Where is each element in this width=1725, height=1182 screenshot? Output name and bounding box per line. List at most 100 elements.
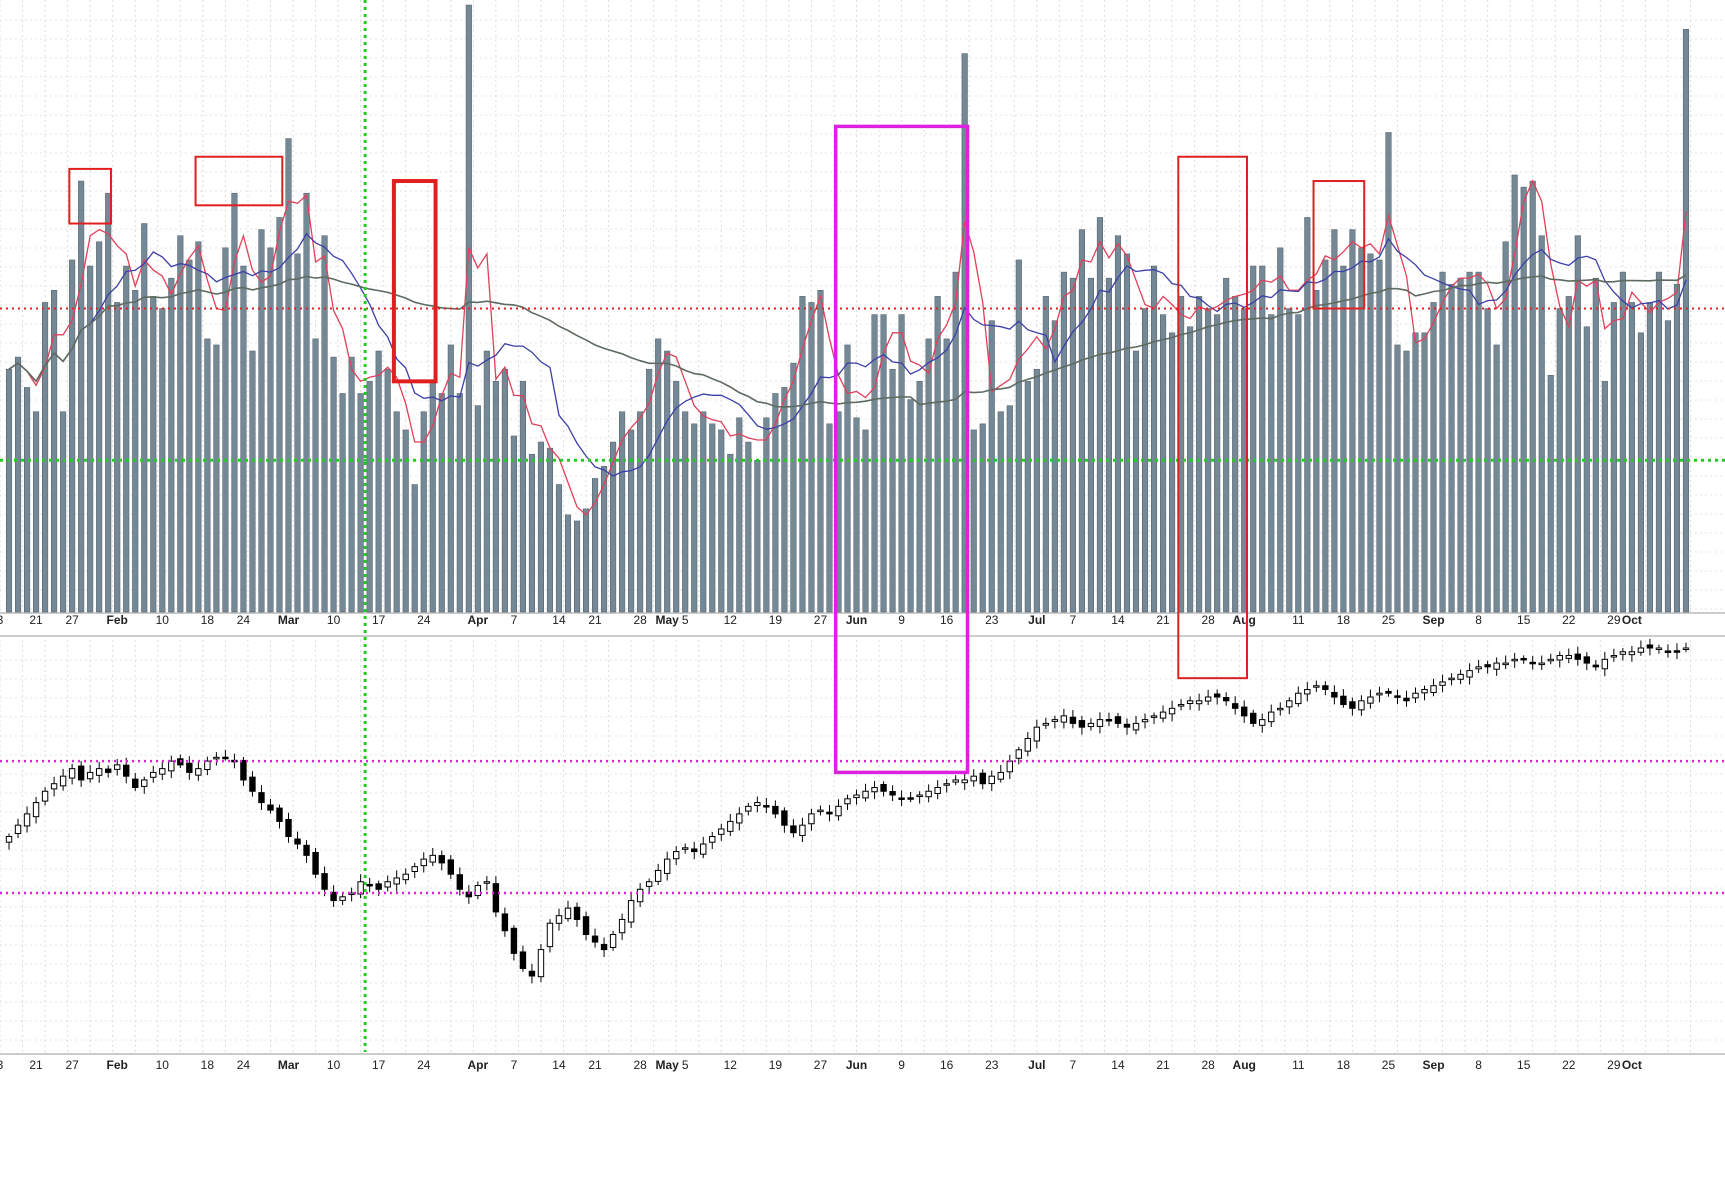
volume-tick-label: 22: [1562, 613, 1576, 627]
price-candle: [1421, 685, 1428, 701]
volume-bar: [1583, 326, 1590, 613]
price-candle: [943, 778, 950, 793]
price-candle: [1322, 681, 1329, 696]
price-candle: [1556, 651, 1563, 668]
volume-tick-label: 25: [1382, 613, 1396, 627]
volume-bar: [988, 320, 995, 613]
price-candle: [880, 781, 887, 797]
volume-long-ma-line: [8, 274, 1687, 408]
price-candle: [104, 765, 112, 778]
volume-bar: [799, 296, 806, 613]
price-candle: [420, 852, 427, 873]
volume-bar: [1096, 217, 1103, 613]
volume-bar: [1015, 259, 1022, 613]
price-candle: [1529, 655, 1536, 670]
price-candle: [1565, 648, 1572, 664]
volume-bar: [772, 393, 779, 613]
price-candle: [59, 768, 67, 791]
volume-bar: [592, 478, 599, 613]
price-tick-label: 12: [724, 1058, 738, 1072]
price-candle: [429, 847, 436, 867]
volume-bar: [1331, 229, 1338, 613]
volume-bar: [42, 302, 49, 613]
volume-bar: [637, 411, 644, 613]
volume-tick-label: Sep: [1423, 613, 1445, 627]
price-tick-label: 18: [1337, 1058, 1351, 1072]
volume-bar: [366, 381, 373, 613]
price-candle: [501, 907, 509, 937]
price-candle: [573, 902, 581, 927]
volume-short-ma-line: [8, 179, 1687, 516]
price-candle: [1186, 696, 1194, 710]
price-candle: [23, 806, 31, 833]
volume-bar: [1385, 132, 1392, 613]
volume-bar: [1304, 217, 1311, 613]
price-candle: [889, 785, 896, 802]
volume-bar: [889, 368, 896, 613]
price-tick-label: May: [656, 1058, 680, 1072]
volume-bar: [267, 247, 274, 613]
price-candle: [68, 763, 76, 785]
price-candle: [1051, 715, 1059, 729]
volume-bar: [1367, 253, 1374, 613]
volume-bar: [1628, 302, 1635, 613]
volume-bar: [1655, 271, 1662, 613]
volume-bar: [1547, 375, 1554, 613]
price-candle: [781, 807, 788, 833]
price-candle: [1457, 669, 1464, 685]
volume-bar: [916, 381, 923, 613]
price-candle: [853, 789, 860, 805]
price-candle: [1466, 663, 1473, 685]
volume-bar: [87, 265, 94, 613]
volume-bar: [1349, 229, 1356, 613]
price-candle: [1574, 646, 1581, 666]
volume-tick-label: 21: [29, 613, 43, 627]
volume-tick-label: 17: [372, 613, 386, 627]
price-candle: [1240, 700, 1248, 723]
price-candle: [835, 799, 842, 821]
price-tick-label: 15: [1517, 1058, 1531, 1072]
volume-bar: [862, 429, 869, 613]
volume-tick-label: 5: [682, 613, 689, 627]
price-candle: [727, 813, 734, 836]
volume-tick-label: 29: [1607, 613, 1621, 627]
volume-tick-label: 10: [156, 613, 170, 627]
price-candle: [1168, 700, 1176, 722]
volume-bar: [51, 290, 58, 613]
price-candle: [1304, 682, 1311, 702]
volume-bar: [393, 411, 400, 613]
price-candle: [1448, 673, 1455, 686]
price-candle: [114, 759, 121, 776]
price-candle: [925, 784, 932, 803]
volume-bar: [1520, 186, 1527, 613]
price-candle: [1340, 689, 1347, 708]
price-tick-label: 7: [1070, 1058, 1077, 1072]
volume-bar: [519, 381, 526, 613]
price-candle: [952, 775, 959, 786]
volume-bar: [673, 381, 680, 613]
volume-bar: [709, 423, 716, 613]
volume-bar: [384, 368, 391, 613]
price-candle: [1060, 708, 1068, 729]
price-candle: [456, 867, 464, 896]
price-candle: [1538, 655, 1545, 670]
price-candle: [14, 818, 22, 838]
volume-bar: [78, 180, 85, 613]
price-candle: [132, 772, 139, 791]
price-candle: [862, 783, 869, 802]
price-candle: [591, 928, 599, 948]
volume-bar: [537, 441, 545, 613]
price-candle: [1664, 644, 1672, 658]
price-candle: [772, 800, 779, 819]
volume-highlight-box: [391, 179, 438, 384]
volume-panel: [0, 0, 1725, 613]
price-candle: [582, 911, 590, 941]
volume-bar: [763, 417, 770, 613]
price-candle: [1286, 697, 1293, 715]
price-candle: [1547, 653, 1554, 665]
volume-bar: [447, 344, 454, 613]
price-candle: [32, 796, 40, 824]
price-candle: [321, 866, 328, 897]
